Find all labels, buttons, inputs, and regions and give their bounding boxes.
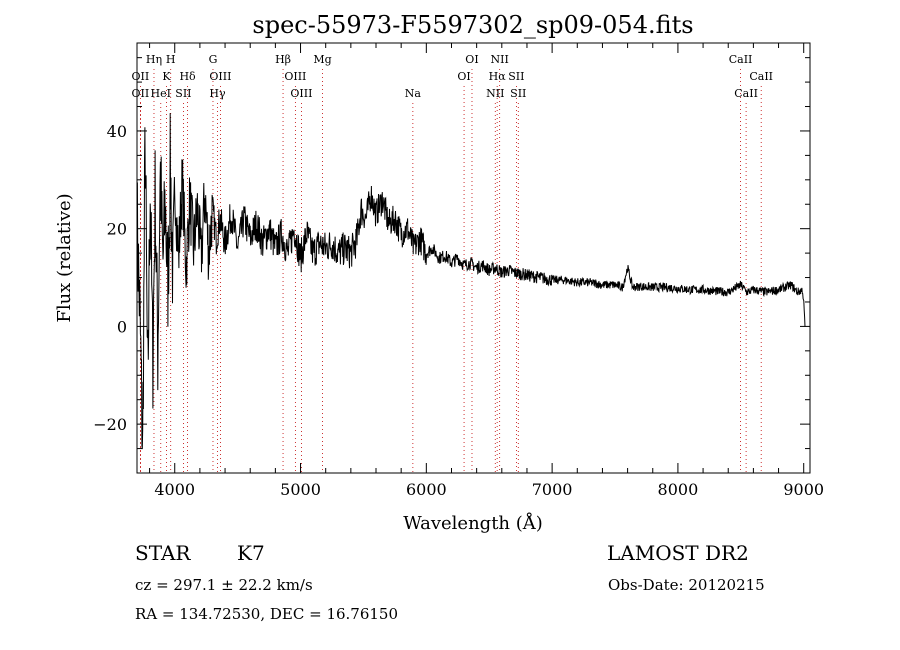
- coordinates: RA = 134.72530, DEC = 16.76150: [135, 605, 399, 623]
- survey-name: LAMOST DR2: [607, 541, 749, 565]
- line-marker-label: K: [162, 70, 171, 83]
- spectrum-series: [136, 113, 806, 450]
- line-marker-label: OI: [457, 70, 470, 83]
- x-axis: 4000 5000 6000 7000 8000 9000: [149, 43, 824, 499]
- y-tick-label: 20: [107, 220, 127, 239]
- line-marker-label: OIII: [284, 70, 306, 83]
- line-marker-label: Hβ: [275, 53, 291, 66]
- line-marker-label: OI: [465, 53, 478, 66]
- line-marker-label: Na: [405, 87, 422, 100]
- line-marker-label: Hα: [489, 70, 507, 83]
- y-tick-label: 40: [107, 122, 127, 141]
- x-tick-label: 9000: [783, 480, 824, 499]
- y-axis-label: Flux (relative): [54, 193, 75, 322]
- x-tick-label: 8000: [658, 480, 699, 499]
- x-tick-label: 6000: [406, 480, 447, 499]
- line-marker-label: NII: [486, 87, 504, 100]
- object-class: STAR: [135, 541, 191, 565]
- x-tick-label: 4000: [154, 480, 195, 499]
- spectrum-line: [136, 113, 806, 450]
- y-tick-label: −20: [93, 415, 127, 434]
- line-marker-label: OIII: [209, 70, 231, 83]
- line-marker-label: SII: [508, 70, 524, 83]
- line-marker-label: Mg: [313, 53, 331, 66]
- line-marker-label: G: [209, 53, 218, 66]
- line-marker-label: Hδ: [179, 70, 196, 83]
- line-marker-label: OII: [132, 87, 150, 100]
- y-axis: −20 0 20 40: [93, 57, 810, 450]
- line-marker-label: CaII: [734, 87, 758, 100]
- line-marker-label: HeI: [151, 87, 171, 100]
- line-marker-label: NII: [491, 53, 509, 66]
- line-marker-label: SII: [510, 87, 526, 100]
- obs-date: Obs-Date: 20120215: [608, 576, 765, 594]
- x-tick-label: 7000: [532, 480, 573, 499]
- chart-title: spec-55973-F5597302_sp09-054.fits: [252, 11, 693, 39]
- line-marker-label: OII: [132, 70, 150, 83]
- x-axis-label: Wavelength (Å): [403, 512, 543, 534]
- redshift-readout: cz = 297.1 ± 22.2 km/s: [135, 576, 313, 594]
- y-tick-label: 0: [117, 317, 127, 336]
- plot-frame: [136, 42, 811, 474]
- object-subclass: K7: [237, 541, 265, 565]
- line-marker-label: CaII: [749, 70, 773, 83]
- line-marker-label: OIII: [290, 87, 312, 100]
- line-markers: OII OII Hη HK HeI SII Hδ G OIII Hγ Hβ OIII OIII Mg Na O…: [132, 53, 773, 473]
- x-tick-label: 5000: [280, 480, 321, 499]
- line-marker-label: H: [166, 53, 176, 66]
- line-marker-label: Hη: [146, 53, 162, 66]
- line-marker-label: CaII: [729, 53, 753, 66]
- line-marker-label: Hγ: [209, 87, 226, 100]
- line-marker-label: SII: [175, 87, 191, 100]
